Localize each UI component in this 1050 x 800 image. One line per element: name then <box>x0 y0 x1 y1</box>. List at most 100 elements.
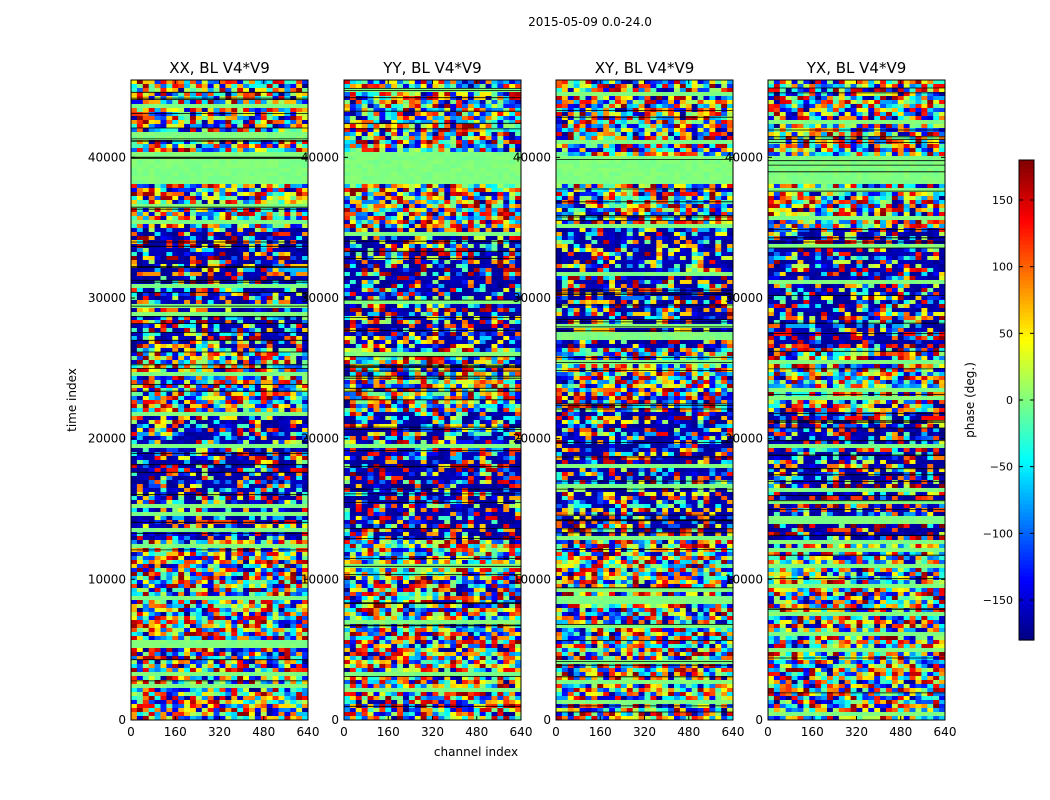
heatmap-cell <box>231 312 238 317</box>
heatmap-cell <box>213 452 220 457</box>
heatmap-cell <box>284 572 291 577</box>
heatmap-cell <box>302 352 309 357</box>
heatmap-cell <box>290 252 297 257</box>
heatmap-cell <box>266 464 274 469</box>
heatmap-cell <box>296 488 303 493</box>
heatmap-cell <box>195 88 203 93</box>
heatmap-cell <box>142 640 150 645</box>
heatmap-cell <box>266 348 274 353</box>
heatmap-cell <box>219 384 226 389</box>
heatmap-cell <box>213 184 220 189</box>
heatmap-cell <box>272 84 279 89</box>
heatmap-cell <box>195 372 203 377</box>
heatmap-cell <box>190 228 197 233</box>
heatmap-cell <box>278 276 285 281</box>
heatmap-cell <box>284 492 291 497</box>
heatmap-cell <box>136 324 144 329</box>
heatmap-cell <box>154 100 161 105</box>
heatmap-cell <box>284 452 291 457</box>
heatmap-cell <box>266 100 274 105</box>
heatmap-cell <box>178 696 185 701</box>
heatmap-cell <box>225 492 232 497</box>
heatmap-cell <box>302 124 309 129</box>
heatmap-cell <box>142 116 150 121</box>
heatmap-cell <box>136 236 144 241</box>
heatmap-cell <box>142 300 150 305</box>
heatmap-cell <box>219 512 226 517</box>
heatmap-cell <box>249 200 256 205</box>
heatmap-cell <box>260 84 268 89</box>
heatmap-cell <box>160 404 167 409</box>
heatmap-cell <box>272 180 279 185</box>
heatmap-cell <box>225 448 232 453</box>
heatmap-cell <box>154 556 161 561</box>
heatmap-cell <box>284 168 291 173</box>
heatmap-cell <box>290 412 297 417</box>
heatmap-cell <box>296 516 303 521</box>
heatmap-cell <box>237 616 244 621</box>
heatmap-cell <box>136 224 144 229</box>
heatmap-cell <box>284 644 291 649</box>
heatmap-cell <box>231 160 238 165</box>
heatmap-cell <box>184 84 191 89</box>
heatmap-cell <box>213 180 220 185</box>
heatmap-cell <box>284 148 291 153</box>
heatmap-cell <box>195 380 203 385</box>
heatmap-cell <box>296 80 303 85</box>
heatmap-cell <box>278 420 285 425</box>
heatmap-cell <box>160 580 167 585</box>
heatmap-cell <box>207 368 215 373</box>
heatmap-cell <box>136 368 144 373</box>
heatmap-cell <box>249 124 256 129</box>
heatmap-cell <box>213 264 220 269</box>
heatmap-cell <box>154 400 161 405</box>
heatmap-cell <box>213 308 220 313</box>
heatmap-cell <box>184 352 191 357</box>
heatmap-cell <box>290 336 297 341</box>
heatmap-cell <box>131 228 138 233</box>
heatmap-cell <box>148 300 156 305</box>
heatmap-cell <box>148 348 156 353</box>
heatmap-cell <box>254 296 262 301</box>
heatmap-cell <box>249 224 256 229</box>
heatmap-cell <box>131 80 138 85</box>
heatmap-cell <box>195 696 203 701</box>
heatmap-cell <box>243 188 250 193</box>
heatmap-cell <box>201 220 209 225</box>
heatmap-cell <box>243 704 250 709</box>
heatmap-cell <box>254 308 262 313</box>
heatmap-cell <box>131 536 138 541</box>
heatmap-cell <box>178 248 185 253</box>
heatmap-cell <box>142 344 150 349</box>
heatmap-cell <box>219 188 226 193</box>
heatmap-cell <box>278 572 285 577</box>
heatmap-cell <box>201 224 209 229</box>
heatmap-cell <box>254 420 262 425</box>
heatmap-cell <box>172 336 179 341</box>
heatmap-cell <box>260 536 268 541</box>
heatmap-cell <box>154 288 161 293</box>
heatmap-cell <box>172 668 179 673</box>
heatmap-cell <box>231 224 238 229</box>
heatmap-cell <box>225 196 232 201</box>
heatmap-cell <box>254 524 262 529</box>
heatmap-cell <box>225 480 232 485</box>
heatmap-cell <box>260 428 268 433</box>
heatmap-cell <box>207 224 215 229</box>
heatmap-cell <box>195 140 203 145</box>
heatmap-cell <box>213 668 220 673</box>
heatmap-cell <box>184 692 191 697</box>
heatmap-cell <box>178 628 185 633</box>
heatmap-cell <box>266 272 274 277</box>
heatmap-cell <box>266 132 274 137</box>
heatmap-cell <box>260 684 268 689</box>
heatmap-cell <box>296 640 303 645</box>
heatmap-cell <box>172 476 179 481</box>
heatmap-cell <box>148 352 156 357</box>
heatmap-cell <box>148 436 156 441</box>
heatmap-cell <box>296 368 303 373</box>
heatmap-cell <box>278 596 285 601</box>
heatmap-cell <box>260 116 268 121</box>
heatmap-cell <box>148 220 156 225</box>
heatmap-cell <box>142 556 150 561</box>
